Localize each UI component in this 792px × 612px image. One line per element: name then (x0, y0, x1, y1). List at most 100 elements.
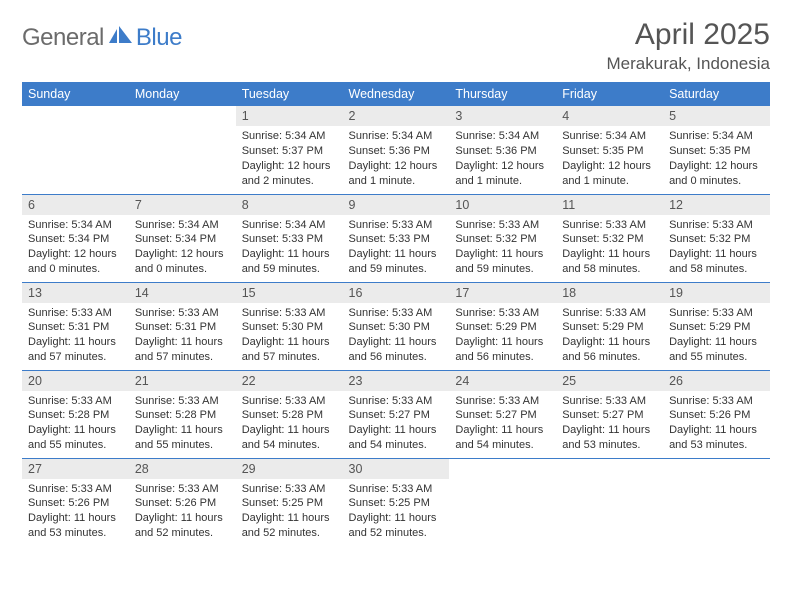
day-details: Sunrise: 5:33 AMSunset: 5:30 PMDaylight:… (343, 303, 450, 367)
day-number: 11 (556, 195, 663, 215)
logo-sail-icon (108, 25, 134, 50)
day-details: Sunrise: 5:33 AMSunset: 5:28 PMDaylight:… (129, 391, 236, 455)
calendar-day: 4Sunrise: 5:34 AMSunset: 5:35 PMDaylight… (556, 106, 663, 194)
day-details: Sunrise: 5:33 AMSunset: 5:31 PMDaylight:… (129, 303, 236, 367)
day-details: Sunrise: 5:33 AMSunset: 5:28 PMDaylight:… (236, 391, 343, 455)
day-details: Sunrise: 5:34 AMSunset: 5:35 PMDaylight:… (663, 126, 770, 190)
weekday-header: Monday (129, 82, 236, 106)
day-details: Sunrise: 5:33 AMSunset: 5:29 PMDaylight:… (556, 303, 663, 367)
calendar-day: 1Sunrise: 5:34 AMSunset: 5:37 PMDaylight… (236, 106, 343, 194)
day-details: Sunrise: 5:33 AMSunset: 5:27 PMDaylight:… (449, 391, 556, 455)
calendar-day: 18Sunrise: 5:33 AMSunset: 5:29 PMDayligh… (556, 282, 663, 370)
calendar-day: 26Sunrise: 5:33 AMSunset: 5:26 PMDayligh… (663, 370, 770, 458)
calendar-day: 2Sunrise: 5:34 AMSunset: 5:36 PMDaylight… (343, 106, 450, 194)
calendar-table: SundayMondayTuesdayWednesdayThursdayFrid… (22, 82, 770, 546)
day-number: 23 (343, 371, 450, 391)
calendar-week: 1Sunrise: 5:34 AMSunset: 5:37 PMDaylight… (22, 106, 770, 194)
day-details: Sunrise: 5:34 AMSunset: 5:34 PMDaylight:… (129, 215, 236, 279)
weekday-header-row: SundayMondayTuesdayWednesdayThursdayFrid… (22, 82, 770, 106)
day-number: 1 (236, 106, 343, 126)
day-details: Sunrise: 5:33 AMSunset: 5:30 PMDaylight:… (236, 303, 343, 367)
calendar-day: 13Sunrise: 5:33 AMSunset: 5:31 PMDayligh… (22, 282, 129, 370)
day-number: 16 (343, 283, 450, 303)
calendar-day: 23Sunrise: 5:33 AMSunset: 5:27 PMDayligh… (343, 370, 450, 458)
day-number: 17 (449, 283, 556, 303)
day-details: Sunrise: 5:34 AMSunset: 5:34 PMDaylight:… (22, 215, 129, 279)
day-number: 4 (556, 106, 663, 126)
page-header: General Blue April 2025 Merakurak, Indon… (22, 18, 770, 74)
calendar-day: 24Sunrise: 5:33 AMSunset: 5:27 PMDayligh… (449, 370, 556, 458)
calendar-week: 13Sunrise: 5:33 AMSunset: 5:31 PMDayligh… (22, 282, 770, 370)
calendar-empty (449, 458, 556, 546)
calendar-day: 9Sunrise: 5:33 AMSunset: 5:33 PMDaylight… (343, 194, 450, 282)
month-title: April 2025 (607, 18, 770, 52)
day-details: Sunrise: 5:33 AMSunset: 5:26 PMDaylight:… (22, 479, 129, 543)
calendar-day: 20Sunrise: 5:33 AMSunset: 5:28 PMDayligh… (22, 370, 129, 458)
day-number: 8 (236, 195, 343, 215)
location: Merakurak, Indonesia (607, 54, 770, 74)
day-number: 21 (129, 371, 236, 391)
day-details: Sunrise: 5:33 AMSunset: 5:32 PMDaylight:… (663, 215, 770, 279)
day-number: 3 (449, 106, 556, 126)
day-details: Sunrise: 5:33 AMSunset: 5:32 PMDaylight:… (556, 215, 663, 279)
calendar-day: 17Sunrise: 5:33 AMSunset: 5:29 PMDayligh… (449, 282, 556, 370)
calendar-day: 19Sunrise: 5:33 AMSunset: 5:29 PMDayligh… (663, 282, 770, 370)
day-number: 9 (343, 195, 450, 215)
calendar-day: 27Sunrise: 5:33 AMSunset: 5:26 PMDayligh… (22, 458, 129, 546)
calendar-day: 12Sunrise: 5:33 AMSunset: 5:32 PMDayligh… (663, 194, 770, 282)
day-number: 5 (663, 106, 770, 126)
calendar-day: 29Sunrise: 5:33 AMSunset: 5:25 PMDayligh… (236, 458, 343, 546)
calendar-day: 11Sunrise: 5:33 AMSunset: 5:32 PMDayligh… (556, 194, 663, 282)
day-number: 6 (22, 195, 129, 215)
weekday-header: Saturday (663, 82, 770, 106)
day-number: 19 (663, 283, 770, 303)
calendar-day: 5Sunrise: 5:34 AMSunset: 5:35 PMDaylight… (663, 106, 770, 194)
calendar-day: 28Sunrise: 5:33 AMSunset: 5:26 PMDayligh… (129, 458, 236, 546)
day-number: 27 (22, 459, 129, 479)
day-details: Sunrise: 5:33 AMSunset: 5:31 PMDaylight:… (22, 303, 129, 367)
day-number: 2 (343, 106, 450, 126)
day-number: 26 (663, 371, 770, 391)
day-number: 29 (236, 459, 343, 479)
calendar-body: 1Sunrise: 5:34 AMSunset: 5:37 PMDaylight… (22, 106, 770, 546)
weekday-header: Thursday (449, 82, 556, 106)
day-details: Sunrise: 5:33 AMSunset: 5:25 PMDaylight:… (236, 479, 343, 543)
day-number: 20 (22, 371, 129, 391)
day-number: 28 (129, 459, 236, 479)
calendar-empty (556, 458, 663, 546)
day-details: Sunrise: 5:33 AMSunset: 5:26 PMDaylight:… (129, 479, 236, 543)
calendar-empty (663, 458, 770, 546)
day-details: Sunrise: 5:33 AMSunset: 5:29 PMDaylight:… (449, 303, 556, 367)
calendar-empty (22, 106, 129, 194)
calendar-day: 22Sunrise: 5:33 AMSunset: 5:28 PMDayligh… (236, 370, 343, 458)
day-details: Sunrise: 5:34 AMSunset: 5:37 PMDaylight:… (236, 126, 343, 190)
calendar-day: 16Sunrise: 5:33 AMSunset: 5:30 PMDayligh… (343, 282, 450, 370)
weekday-header: Tuesday (236, 82, 343, 106)
day-number: 18 (556, 283, 663, 303)
day-number: 22 (236, 371, 343, 391)
day-details: Sunrise: 5:33 AMSunset: 5:27 PMDaylight:… (556, 391, 663, 455)
calendar-day: 14Sunrise: 5:33 AMSunset: 5:31 PMDayligh… (129, 282, 236, 370)
title-block: April 2025 Merakurak, Indonesia (607, 18, 770, 74)
day-details: Sunrise: 5:33 AMSunset: 5:25 PMDaylight:… (343, 479, 450, 543)
day-number: 30 (343, 459, 450, 479)
calendar-empty (129, 106, 236, 194)
day-number: 13 (22, 283, 129, 303)
day-details: Sunrise: 5:34 AMSunset: 5:36 PMDaylight:… (449, 126, 556, 190)
day-number: 25 (556, 371, 663, 391)
calendar-day: 8Sunrise: 5:34 AMSunset: 5:33 PMDaylight… (236, 194, 343, 282)
calendar-week: 20Sunrise: 5:33 AMSunset: 5:28 PMDayligh… (22, 370, 770, 458)
calendar-day: 6Sunrise: 5:34 AMSunset: 5:34 PMDaylight… (22, 194, 129, 282)
day-details: Sunrise: 5:33 AMSunset: 5:26 PMDaylight:… (663, 391, 770, 455)
calendar-week: 6Sunrise: 5:34 AMSunset: 5:34 PMDaylight… (22, 194, 770, 282)
logo: General Blue (22, 18, 182, 52)
logo-text-general: General (22, 24, 104, 52)
calendar-day: 21Sunrise: 5:33 AMSunset: 5:28 PMDayligh… (129, 370, 236, 458)
weekday-header: Friday (556, 82, 663, 106)
day-details: Sunrise: 5:33 AMSunset: 5:27 PMDaylight:… (343, 391, 450, 455)
day-details: Sunrise: 5:33 AMSunset: 5:33 PMDaylight:… (343, 215, 450, 279)
calendar-day: 30Sunrise: 5:33 AMSunset: 5:25 PMDayligh… (343, 458, 450, 546)
day-number: 14 (129, 283, 236, 303)
calendar-day: 25Sunrise: 5:33 AMSunset: 5:27 PMDayligh… (556, 370, 663, 458)
logo-text-blue: Blue (136, 24, 182, 52)
